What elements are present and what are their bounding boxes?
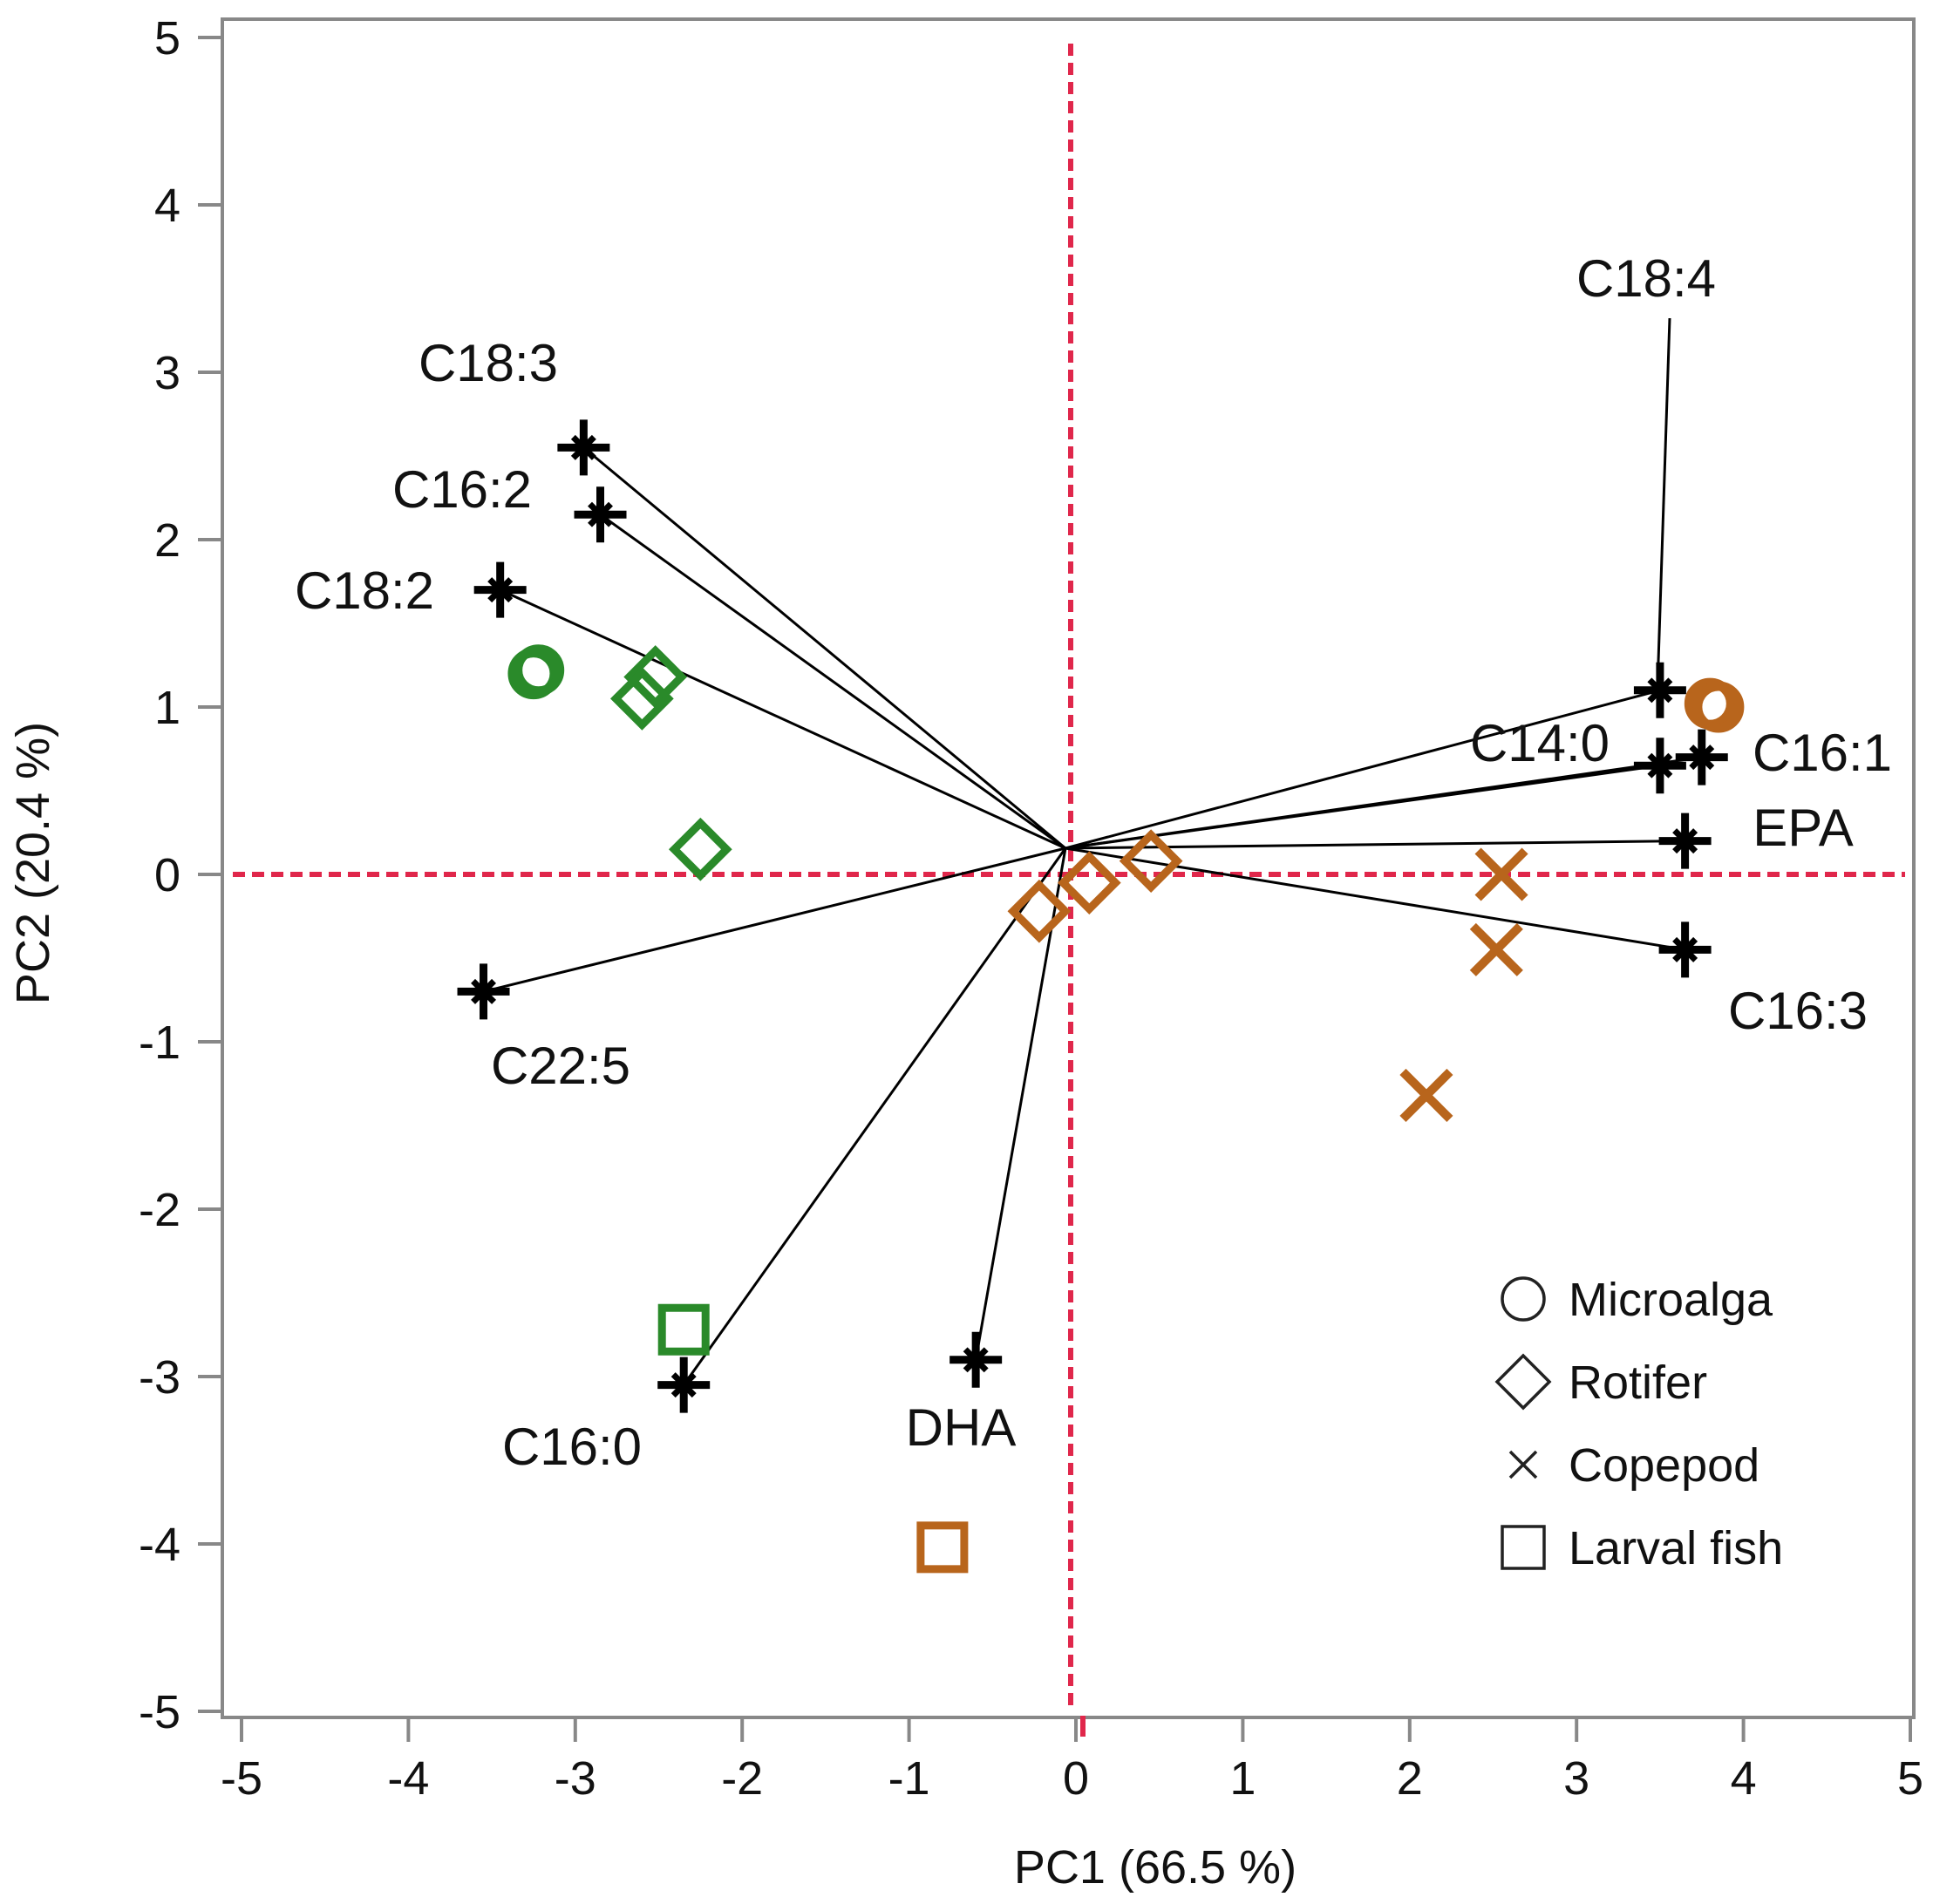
- x-point: [1469, 922, 1523, 976]
- loading-star-icon: [557, 419, 610, 476]
- circle-point: [1692, 681, 1745, 733]
- loading-star-icon: [473, 561, 527, 618]
- loading-line: [974, 847, 1067, 1361]
- loading-line: [582, 446, 1066, 850]
- square-point: [657, 1303, 710, 1356]
- x-tick-label: 1: [1229, 1752, 1256, 1805]
- circle-point: [513, 644, 565, 697]
- y-tick-label: -1: [139, 1017, 180, 1069]
- loading-line: [599, 513, 1066, 850]
- y-tick-label: 1: [154, 682, 180, 734]
- legend-entry: Rotifer: [1494, 1353, 1707, 1411]
- legend-label: Microalga: [1569, 1274, 1773, 1326]
- loading-line: [1065, 756, 1702, 850]
- loading-star-icon: [1675, 729, 1728, 785]
- loading-star-icon: [1658, 813, 1712, 869]
- x-tick-label: 4: [1731, 1752, 1757, 1805]
- loading-label: C16:0: [502, 1418, 642, 1476]
- square-point: [916, 1521, 969, 1574]
- diamond-point: [668, 817, 732, 881]
- x-point: [1474, 847, 1528, 901]
- y-axis-title: PC2 (20.4 %): [7, 722, 59, 1004]
- diamond-point: [609, 667, 674, 731]
- plot-frame: [221, 17, 1916, 1719]
- legend-entry: Copepod: [1508, 1439, 1759, 1492]
- diamond-point: [1007, 879, 1072, 943]
- x-tick-label: -2: [721, 1752, 763, 1805]
- y-tick-label: -3: [139, 1351, 180, 1404]
- x-tick-label: -3: [555, 1752, 596, 1805]
- legend-entry: Larval fish: [1501, 1522, 1783, 1574]
- x-tick-label: 0: [1063, 1752, 1089, 1805]
- loading-label: C18:4: [1576, 249, 1716, 308]
- circle-icon: [1501, 1276, 1546, 1322]
- x-tick-label: -4: [387, 1752, 429, 1805]
- loading-label: C16:3: [1728, 982, 1868, 1040]
- diamond-point: [1057, 851, 1121, 915]
- x-axis-title: PC1 (66.5 %): [1014, 1841, 1297, 1894]
- loading-label: EPA: [1753, 799, 1854, 857]
- loading-star-icon: [457, 963, 510, 1020]
- y-tick-label: -2: [139, 1184, 180, 1236]
- legend-label: Larval fish: [1569, 1522, 1783, 1574]
- loading-label: C16:1: [1753, 724, 1892, 782]
- x-tick-label: 2: [1397, 1752, 1423, 1805]
- loading-label: C16:2: [392, 460, 532, 519]
- x-tick-label: 5: [1897, 1752, 1923, 1805]
- y-tick-label: 4: [154, 180, 180, 232]
- y-tick-label: 5: [154, 12, 180, 65]
- loading-line: [682, 847, 1067, 1386]
- loading-star-icon: [1633, 662, 1686, 718]
- loading-star-icon: [949, 1331, 1003, 1388]
- loading-star-icon: [657, 1357, 711, 1413]
- legend-entry: Microalga: [1501, 1274, 1773, 1326]
- loading-line: [1065, 689, 1661, 850]
- x-tick-label: -5: [221, 1752, 262, 1805]
- y-tick-label: -4: [139, 1519, 180, 1571]
- y-tick-label: 2: [154, 514, 180, 567]
- y-tick-label: 3: [154, 347, 180, 399]
- legend-label: Copepod: [1569, 1439, 1759, 1492]
- x-tick-label: -1: [888, 1752, 930, 1805]
- loading-label: C18:2: [295, 561, 434, 620]
- loading-label: C14:0: [1470, 714, 1610, 772]
- diamond-point: [623, 645, 688, 709]
- loading-star-icon: [1658, 921, 1712, 978]
- x-point: [1399, 1068, 1453, 1122]
- loading-star-icon: [574, 486, 627, 543]
- legend-label: Rotifer: [1569, 1357, 1707, 1409]
- loading-line: [483, 847, 1066, 993]
- c18-4-leader-line: [1657, 317, 1671, 664]
- loading-line: [500, 588, 1066, 850]
- y-tick-label: -5: [139, 1686, 180, 1738]
- loading-label: DHA: [906, 1398, 1017, 1457]
- x-tick-label: 3: [1563, 1752, 1589, 1805]
- loading-label: C18:3: [419, 334, 558, 392]
- diamond-point: [1119, 829, 1183, 894]
- loading-line: [1065, 847, 1685, 951]
- diamond-icon: [1494, 1353, 1552, 1411]
- y-tick-label: 0: [154, 849, 180, 901]
- square-icon: [1501, 1525, 1546, 1570]
- x-mark-icon: [1508, 1450, 1538, 1479]
- loading-label: C22:5: [491, 1037, 630, 1095]
